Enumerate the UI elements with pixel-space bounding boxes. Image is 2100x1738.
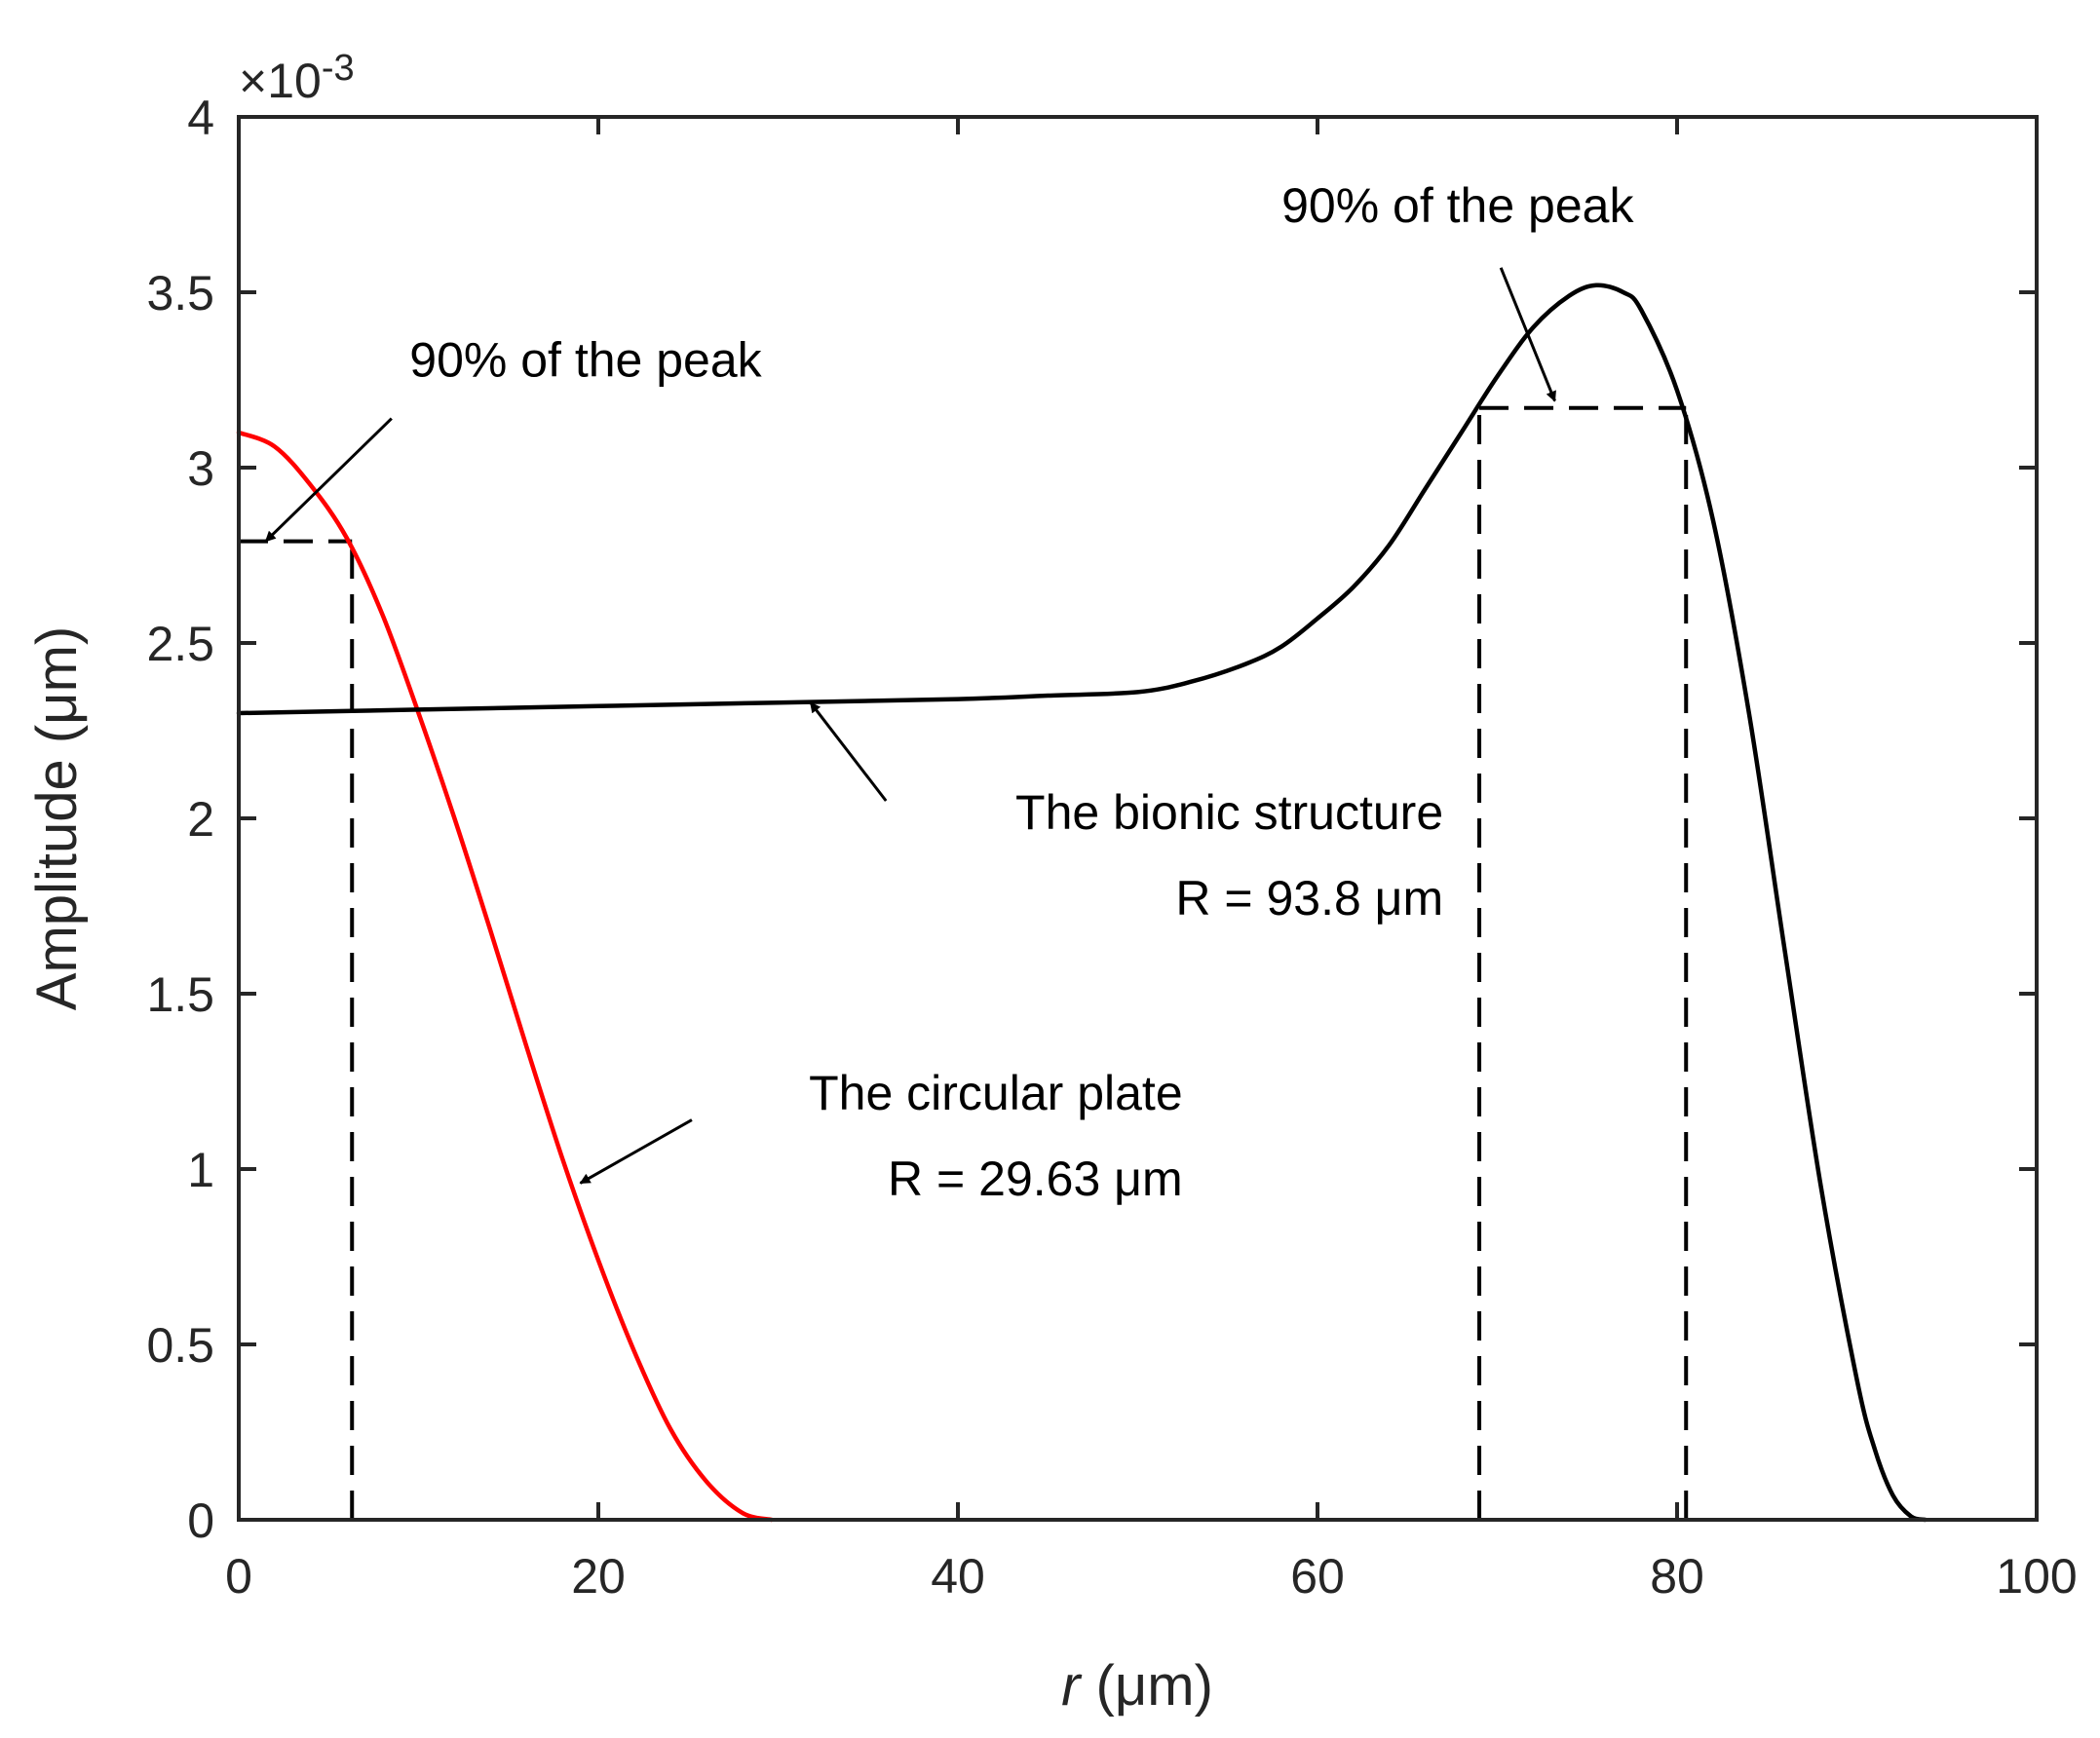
y-axis-multiplier: ×10-3 (239, 48, 355, 108)
x-tick-label: 60 (1290, 1549, 1345, 1604)
x-axis-variable: r (1061, 1654, 1083, 1718)
x-tick-label: 40 (931, 1549, 985, 1604)
y-tick-label: 1 (187, 1143, 214, 1197)
x-tick-label: 100 (1996, 1549, 2077, 1604)
annotation-arrow-bionic (809, 701, 888, 802)
y-axis-title: Amplitude (μm) (25, 626, 89, 1010)
y-tick-label: 0.5 (146, 1318, 214, 1373)
annotation-plate: The circular plate R = 29.63 μm (579, 1066, 1183, 1206)
annotation-arrow-plate (579, 1118, 693, 1185)
annotation-peak-right: 90% of the peak (1281, 178, 1634, 402)
y-tick-label: 0 (187, 1493, 214, 1548)
reference-lines (239, 405, 1689, 1520)
series-layer (236, 283, 1928, 1523)
y-tick-label: 3 (187, 441, 214, 496)
plot-background (239, 117, 2037, 1520)
y-tick-label: 4 (187, 91, 214, 145)
annotation-text-peak-left-0: 90% of the peak (409, 332, 762, 387)
series-line-the-circular-plate (236, 430, 774, 1523)
annotation-text-bionic-0: The bionic structure (1015, 785, 1443, 840)
y-axis: 0 0.5 1 1.5 2 2.5 3 3.5 4 (146, 91, 2037, 1548)
annotation-text-plate-0: The circular plate (809, 1066, 1183, 1120)
y-tick-label: 2.5 (146, 617, 214, 671)
y-multiplier-exponent: -3 (322, 48, 355, 89)
x-tick-label: 20 (571, 1549, 626, 1604)
y-tick-label: 1.5 (146, 967, 214, 1022)
x-axis-unit: (μm) (1080, 1654, 1212, 1718)
y-tick-label: 3.5 (146, 266, 214, 321)
y-multiplier-base: ×10 (239, 54, 322, 108)
annotation-peak-left: 90% of the peak (264, 332, 763, 543)
y-tick-label: 2 (187, 792, 214, 847)
annotation-arrow-peak-right (1499, 267, 1556, 402)
annotation-text-peak-right-0: 90% of the peak (1281, 178, 1634, 233)
annotation-bionic: The bionic structure R = 93.8 μm (809, 701, 1443, 926)
x-tick-label: 80 (1650, 1549, 1704, 1604)
x-axis-title: r (μm) (1061, 1654, 1213, 1718)
annotation-arrow-peak-left (264, 417, 393, 543)
series-line-the-bionic-structure (236, 283, 1928, 1523)
annotations: 90% of the peak 90% of the peak The bionic… (264, 178, 1634, 1206)
annotation-text-plate-1: R = 29.63 μm (888, 1152, 1183, 1206)
annotation-text-bionic-1: R = 93.8 μm (1175, 871, 1443, 926)
x-axis: 0 20 40 60 80 100 (225, 117, 2078, 1604)
x-tick-label: 0 (225, 1549, 252, 1604)
